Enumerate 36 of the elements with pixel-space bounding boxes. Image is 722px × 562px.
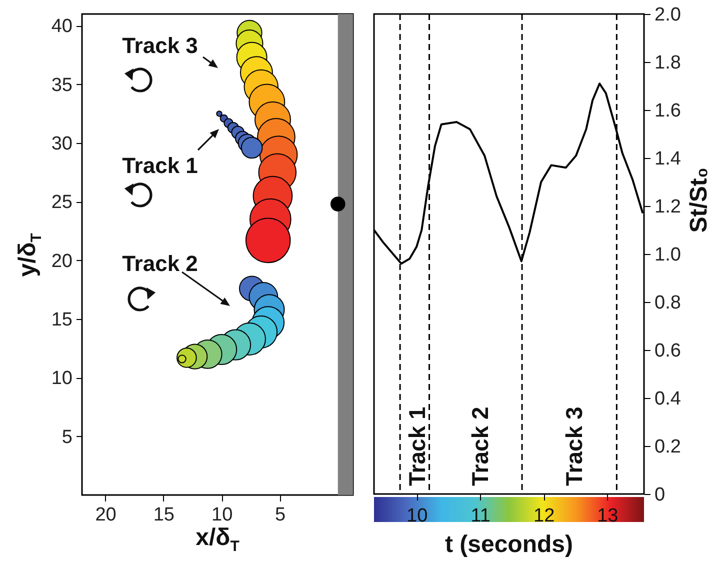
y-axis-title: St/St₀ <box>686 167 713 233</box>
x-tick-label: 11 <box>470 506 490 526</box>
y-tick-label: 10 <box>51 368 72 390</box>
y-tick-label: 0.4 <box>654 388 682 410</box>
x-axis-title: t (seconds) <box>444 531 573 558</box>
y-tick-label: 0 <box>654 484 666 506</box>
annotation: Track 1 <box>122 153 198 178</box>
y-tick-label: 0.6 <box>654 340 681 362</box>
annotation: Track 2 <box>467 406 493 486</box>
y-tick-label: 25 <box>51 192 72 214</box>
x-tick-label: 20 <box>95 504 116 526</box>
y-tick-label: 20 <box>51 250 72 272</box>
y-tick-label: 1.6 <box>654 100 681 122</box>
x-axis-title: x/δ$_{T}$ <box>196 524 240 555</box>
x-tick-label: 5 <box>274 504 286 526</box>
x-tick-label: 15 <box>153 504 174 526</box>
x-tick-label: 10 <box>406 506 428 526</box>
y-tick-label: 5 <box>62 426 72 448</box>
y-tick-label: 35 <box>51 74 72 96</box>
y-tick-label: 15 <box>51 310 72 331</box>
y-tick-label: 2.0 <box>654 4 681 26</box>
y-tick-label: 40 <box>51 16 72 38</box>
x-tick-label: 12 <box>534 506 555 526</box>
y-tick-label: 1.8 <box>654 52 681 74</box>
y-tick-label: 0.2 <box>654 436 681 458</box>
y-tick-label: 1.4 <box>654 148 682 170</box>
annotation: Track 3 <box>561 406 587 486</box>
y-tick-label: 0.8 <box>654 292 681 314</box>
annotation: Track 2 <box>122 251 198 276</box>
y-tick-label: 1.2 <box>654 196 681 218</box>
y-tick-label: 30 <box>51 134 72 155</box>
annotation: Track 3 <box>122 33 198 58</box>
x-tick-label: 13 <box>597 506 618 526</box>
annotation: Track 1 <box>404 406 430 486</box>
x-tick-label: 10 <box>212 504 233 526</box>
y-tick-label: 1.0 <box>654 244 681 266</box>
